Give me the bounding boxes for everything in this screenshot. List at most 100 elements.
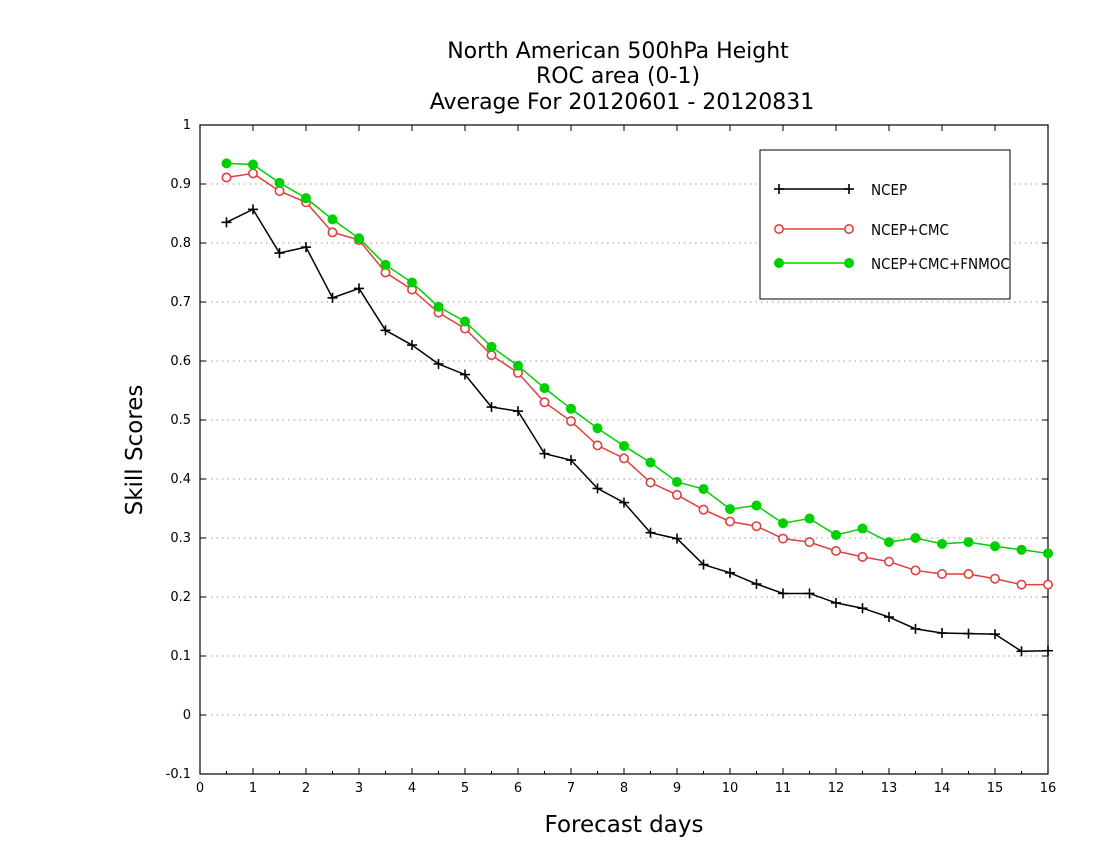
data-point xyxy=(751,579,762,590)
data-point xyxy=(857,603,868,614)
data-point xyxy=(327,227,338,238)
data-point xyxy=(831,597,841,608)
data-point xyxy=(1016,544,1027,555)
legend-marker xyxy=(844,258,854,268)
data-point xyxy=(725,567,735,578)
data-point xyxy=(936,568,947,579)
y-tick-label: -0.1 xyxy=(166,767,191,782)
chart-title: North American 500hPa Height ROC area (0… xyxy=(430,39,815,115)
y-tick-label: 0.9 xyxy=(170,177,191,192)
legend-label: NCEP+CMC xyxy=(871,221,949,239)
data-point xyxy=(460,316,470,327)
data-point xyxy=(301,193,311,204)
legend: NCEP NCEP+CMC NCEP+CMC+FNMOC xyxy=(759,149,1011,300)
data-point xyxy=(221,172,232,183)
data-point xyxy=(274,248,285,259)
chart-title-line-2: ROC area (0-1) xyxy=(536,64,700,89)
legend-entry: NCEP xyxy=(774,181,907,199)
data-point xyxy=(539,448,550,459)
data-point xyxy=(1043,579,1054,590)
x-tick-label: 15 xyxy=(987,781,1004,796)
x-tick-label: 9 xyxy=(673,781,681,796)
data-point xyxy=(645,527,656,538)
data-point xyxy=(221,158,232,169)
data-point xyxy=(592,423,603,434)
data-point xyxy=(274,177,285,188)
data-point xyxy=(857,551,868,562)
x-tick-label: 4 xyxy=(408,781,416,796)
grid xyxy=(200,183,1048,716)
x-tick-label: 1 xyxy=(249,781,257,796)
x-tick-label: 14 xyxy=(934,781,951,796)
data-point xyxy=(963,537,974,548)
y-tick-label: 0.6 xyxy=(170,354,191,369)
data-point xyxy=(619,497,629,508)
y-tick-label: 0.1 xyxy=(170,649,191,664)
data-point xyxy=(672,476,682,487)
data-point xyxy=(830,545,841,556)
data-point xyxy=(301,242,311,253)
data-point xyxy=(645,477,656,488)
data-point xyxy=(937,538,947,549)
data-point xyxy=(963,628,974,639)
data-point xyxy=(619,440,629,451)
data-point xyxy=(990,541,1000,552)
data-point xyxy=(751,521,762,532)
data-point xyxy=(221,217,232,228)
data-point xyxy=(804,588,815,599)
x-tick-label: 0 xyxy=(196,781,204,796)
x-tick-label: 8 xyxy=(620,781,628,796)
x-tick-label: 11 xyxy=(775,781,792,796)
data-point xyxy=(433,301,444,312)
data-point xyxy=(831,530,841,541)
y-axis: -0.1 0 0.1 0.2 0.3 0.4 0.5 0.6 0.7 0.8 0.9 1 xyxy=(166,118,1048,782)
data-point xyxy=(698,504,709,515)
y-axis-label: Skill Scores xyxy=(122,385,148,516)
data-point xyxy=(248,204,258,215)
legend-label: NCEP xyxy=(871,181,907,199)
data-point xyxy=(778,518,788,529)
data-point xyxy=(698,559,709,570)
data-point xyxy=(804,537,815,548)
data-point xyxy=(883,556,894,567)
data-point xyxy=(778,588,788,599)
y-tick-label: 0.8 xyxy=(170,236,191,251)
x-tick-label: 13 xyxy=(881,781,898,796)
data-point xyxy=(274,186,285,197)
series-line xyxy=(226,208,1049,653)
data-point xyxy=(910,533,921,543)
data-point xyxy=(963,568,974,579)
data-point xyxy=(380,325,391,336)
data-point xyxy=(884,537,894,548)
chart-title-line-1: North American 500hPa Height xyxy=(447,39,789,64)
data-point xyxy=(618,453,629,464)
data-point xyxy=(486,350,497,361)
legend-marker xyxy=(843,224,854,235)
x-tick-label: 16 xyxy=(1040,781,1057,796)
x-tick-label: 10 xyxy=(722,781,739,796)
data-point xyxy=(433,358,444,369)
data-point xyxy=(698,484,709,495)
x-axis-label: Forecast days xyxy=(545,812,704,838)
data-point xyxy=(354,233,364,244)
data-point xyxy=(724,516,735,527)
data-point xyxy=(380,259,391,270)
legend-box xyxy=(759,149,1011,300)
data-point xyxy=(857,523,868,534)
x-axis: 0 1 2 3 4 5 6 7 8 9 10 11 12 13 14 15 16 xyxy=(196,125,1056,796)
data-point xyxy=(327,292,338,303)
data-point xyxy=(566,455,576,466)
legend-entry: NCEP+CMC+FNMOC xyxy=(774,255,1010,273)
y-tick-label: 0 xyxy=(183,708,191,723)
data-point xyxy=(645,457,656,468)
data-point xyxy=(672,533,682,544)
legend-label: NCEP+CMC+FNMOC xyxy=(871,255,1010,273)
legend-marker xyxy=(774,184,784,194)
y-tick-label: 0.7 xyxy=(170,295,191,310)
data-point xyxy=(460,369,470,380)
x-tick-label: 7 xyxy=(567,781,575,796)
x-tick-label: 12 xyxy=(828,781,845,796)
legend-marker xyxy=(773,224,784,235)
legend-marker xyxy=(774,258,784,268)
data-point xyxy=(566,403,576,414)
